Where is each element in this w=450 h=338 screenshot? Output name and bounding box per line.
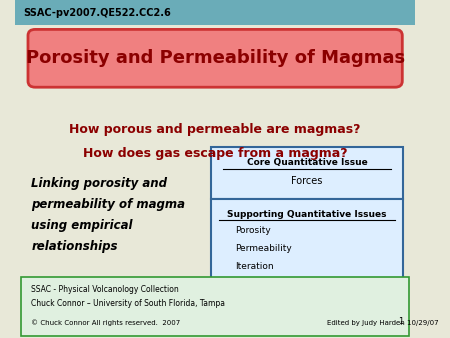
FancyBboxPatch shape [28,29,402,87]
FancyBboxPatch shape [15,0,415,25]
Text: Core Quantitative Issue: Core Quantitative Issue [247,158,368,167]
Text: SSAC-pv2007.QE522.CC2.6: SSAC-pv2007.QE522.CC2.6 [23,8,171,18]
Text: Porosity: Porosity [235,226,271,235]
Text: Iteration: Iteration [235,262,274,271]
Text: Linking porosity and
permeability of magma
using empirical
relationships: Linking porosity and permeability of mag… [31,177,185,254]
Text: Supporting Quantitative Issues: Supporting Quantitative Issues [227,210,387,219]
Text: © Chuck Connor All rights reserved.  2007: © Chuck Connor All rights reserved. 2007 [31,319,180,326]
Text: Porosity and Permeability of Magmas: Porosity and Permeability of Magmas [26,49,405,67]
Text: How porous and permeable are magmas?: How porous and permeable are magmas? [69,123,361,136]
Text: 1: 1 [398,317,403,326]
FancyBboxPatch shape [21,277,409,336]
Text: Forces: Forces [292,176,323,186]
Text: Chuck Connor – University of South Florida, Tampa: Chuck Connor – University of South Flori… [31,299,225,308]
Text: SSAC - Physical Volcanology Collection: SSAC - Physical Volcanology Collection [31,285,179,294]
Text: Edited by Judy Harden 10/29/07: Edited by Judy Harden 10/29/07 [327,320,439,326]
FancyBboxPatch shape [211,199,403,279]
FancyBboxPatch shape [211,147,403,199]
Text: Permeability: Permeability [235,244,292,253]
Text: How does gas escape from a magma?: How does gas escape from a magma? [83,147,347,160]
